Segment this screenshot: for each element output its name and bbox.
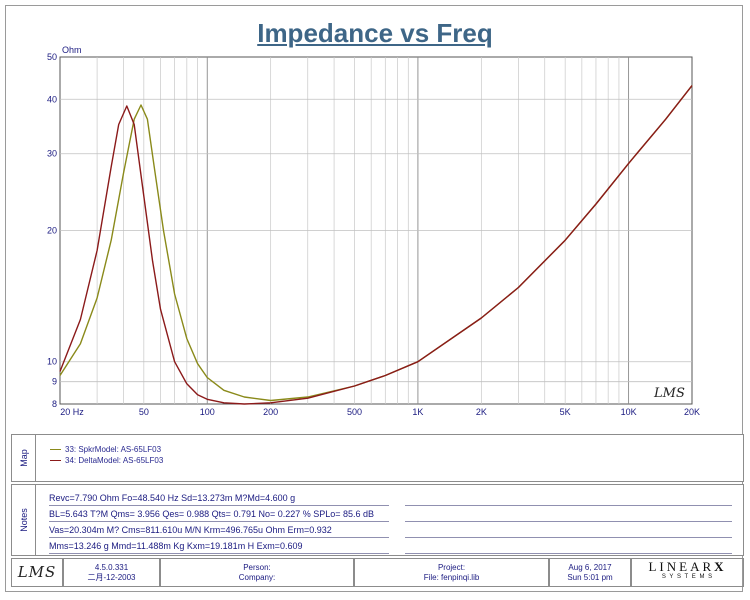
x-tick-label: 10K <box>621 407 637 417</box>
version-date: 二月-12-2003 <box>87 573 136 582</box>
notes-label: Notes <box>12 485 36 555</box>
date-text: Aug 6, 2017 <box>568 563 612 572</box>
file-label: File: fenpinqi.lib <box>423 573 480 582</box>
person-label: Person: <box>243 563 271 572</box>
legend-swatch-33 <box>50 449 61 450</box>
footer-bar: LMS 4.5.0.331 二月-12-2003 Person: Company… <box>11 558 744 587</box>
legend-text-33: 33: SpkrModel: AS-65LF03 <box>65 445 162 454</box>
x-tick-label: 100 <box>200 407 215 417</box>
lms-watermark: LMS <box>653 386 685 401</box>
note-rule <box>49 505 389 506</box>
legend-item-34: 34: DeltaModel: AS-65LF03 <box>50 456 163 465</box>
map-label: Map <box>12 435 36 481</box>
note-line-1: Revc=7.790 Ohm Fo=48.540 Hz Sd=13.273m M… <box>49 493 296 503</box>
y-tick-label: 20 <box>47 226 57 236</box>
footer-brand-cell: LINEARX S Y S T E M S <box>631 558 744 587</box>
time-text: Sun 5:01 pm <box>567 573 613 582</box>
footer-person-cell: Person: Company: <box>160 558 354 587</box>
footer-project-cell: Project: File: fenpinqi.lib <box>354 558 549 587</box>
chart-title: Impedance vs Freq <box>257 18 493 48</box>
map-panel: Map 33: SpkrModel: AS-65LF03 34: DeltaMo… <box>11 434 744 482</box>
legend-item-33: 33: SpkrModel: AS-65LF03 <box>50 445 161 454</box>
y-tick-label: 50 <box>47 52 57 62</box>
x-tick-label: 20K <box>684 407 700 417</box>
note-line-2: BL=5.643 T?M Qms= 3.956 Qes= 0.988 Qts= … <box>49 509 375 519</box>
x-tick-label: 20 Hz <box>60 407 84 417</box>
note-line-3: Vas=20.304m M? Cms=811.610u M/N Krm=496.… <box>49 525 332 535</box>
y-tick-label: 9 <box>52 377 57 387</box>
lms-logo: LMS <box>17 563 57 581</box>
note-rule <box>49 521 389 522</box>
note-rule <box>49 553 389 554</box>
footer-logo-cell: LMS <box>11 558 63 587</box>
note-rule <box>49 537 389 538</box>
chart-frame <box>5 5 743 592</box>
y-tick-label: 40 <box>47 94 57 104</box>
footer-date-cell: Aug 6, 2017 Sun 5:01 pm <box>549 558 631 587</box>
notes-panel: Notes Revc=7.790 Ohm Fo=48.540 Hz Sd=13.… <box>11 484 744 556</box>
x-tick-label: 200 <box>263 407 278 417</box>
note-rule <box>405 553 732 554</box>
y-tick-label: 30 <box>47 149 57 159</box>
note-rule <box>405 521 732 522</box>
y-tick-label: 10 <box>47 357 57 367</box>
x-tick-label: 500 <box>347 407 362 417</box>
note-rule <box>405 505 732 506</box>
project-label: Project: <box>437 563 466 572</box>
note-line-4: Mms=13.246 g Mmd=11.488m Kg Kxm=19.181m … <box>49 541 303 551</box>
footer-version-cell: 4.5.0.331 二月-12-2003 <box>63 558 160 587</box>
impedance-chart: 20 Hz 50 100 200 500 1K 2K 5K 10K 20K 8 9 10 20 30 40 50… <box>47 45 700 417</box>
series-line-2 <box>59 85 693 405</box>
legend-text-34: 34: DeltaModel: AS-65LF03 <box>65 456 164 465</box>
x-tick-label: 5K <box>560 407 571 417</box>
x-tick-label: 2K <box>476 407 487 417</box>
x-tick-label: 1K <box>412 407 423 417</box>
y-tick-label: 8 <box>52 399 57 409</box>
legend-swatch-34 <box>50 460 61 461</box>
brand-subtitle: S Y S T E M S <box>661 574 714 580</box>
x-tick-label: 50 <box>139 407 149 417</box>
company-label: Company: <box>238 573 276 582</box>
version-text: 4.5.0.331 <box>94 563 129 572</box>
y-axis-label: Ohm <box>62 45 82 55</box>
note-rule <box>405 537 732 538</box>
brand-logo: LINEARX <box>648 559 727 574</box>
